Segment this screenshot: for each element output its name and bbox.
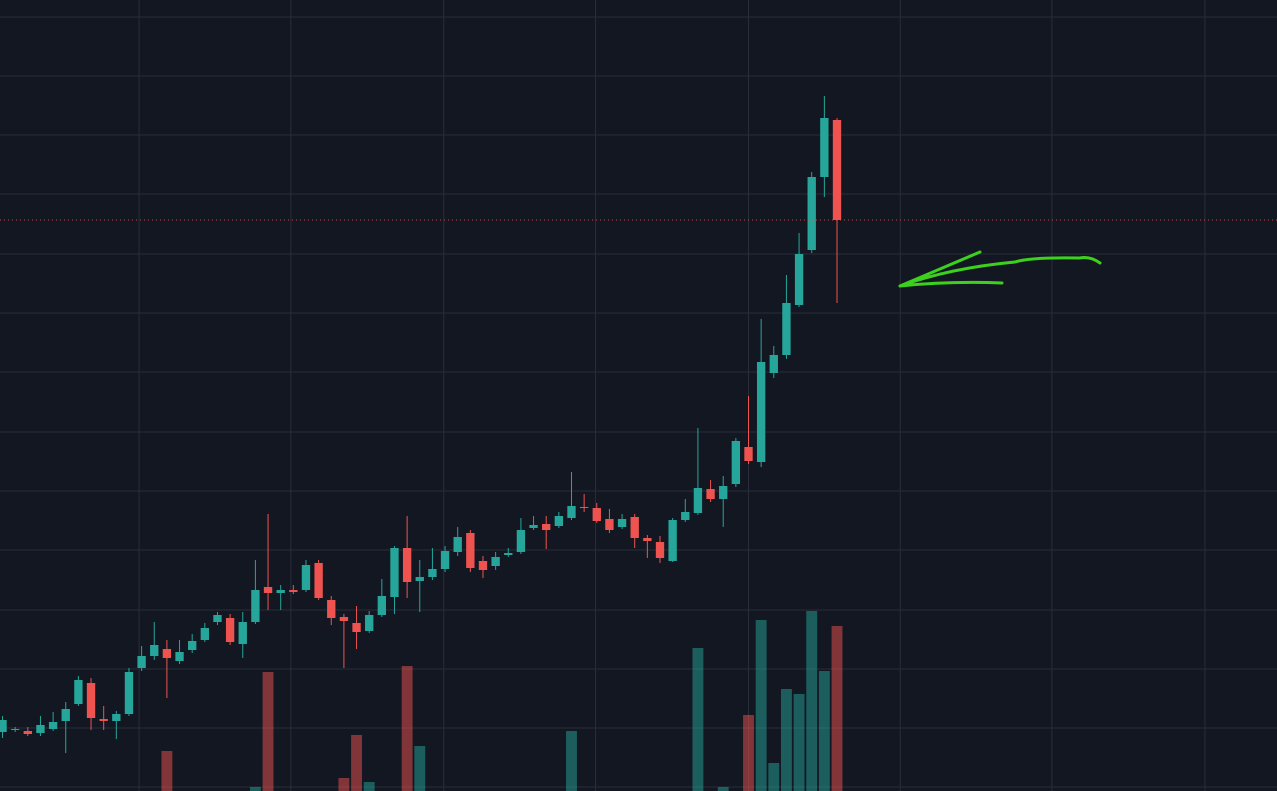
candle-body — [48, 722, 58, 729]
volume-bar — [743, 715, 754, 791]
candle-body — [529, 525, 538, 528]
volume-bar — [831, 626, 843, 791]
candles — [0, 96, 842, 753]
candle-body — [592, 508, 601, 521]
candle-body — [289, 590, 298, 592]
candle-body — [681, 512, 690, 520]
candle-body — [112, 714, 121, 721]
volume-bar — [161, 751, 173, 791]
candle-body — [339, 617, 349, 621]
candle-body — [213, 615, 222, 622]
hand-drawn-arrow — [898, 250, 1102, 288]
volume-bar — [262, 672, 274, 791]
candle-body — [567, 506, 576, 518]
volume-bar — [780, 689, 792, 791]
candle-body — [74, 680, 83, 704]
candle-body — [200, 628, 209, 640]
candle-body — [453, 537, 462, 552]
candle-body — [466, 533, 475, 568]
candle-body — [706, 489, 715, 499]
candle-body — [428, 569, 437, 577]
volume-pane — [161, 611, 843, 791]
candle-body — [36, 725, 45, 733]
candle-body — [605, 519, 614, 530]
candle-body — [377, 596, 387, 615]
volume-bar — [818, 671, 830, 791]
candle-body — [150, 645, 159, 656]
candle-body — [655, 542, 665, 558]
candle-body — [225, 618, 235, 642]
volume-bar — [414, 746, 426, 791]
volume-bar — [351, 735, 362, 791]
candle-body — [162, 649, 172, 658]
candle-body — [188, 641, 197, 650]
candle-body — [137, 656, 146, 668]
candle-body — [794, 254, 804, 305]
candle-body — [23, 731, 32, 734]
candle-body — [719, 486, 728, 499]
candle-body — [415, 577, 424, 581]
candle-body — [693, 488, 703, 513]
candle-body — [579, 507, 589, 508]
candle-body — [86, 683, 96, 718]
candle-body — [10, 729, 20, 730]
candle-body — [440, 551, 450, 569]
candle-body — [491, 557, 500, 566]
candle-body — [554, 516, 564, 526]
candle-body — [744, 447, 753, 461]
candle-body — [756, 362, 766, 462]
candle-body — [668, 520, 677, 561]
candle-body — [99, 719, 108, 721]
volume-bar — [755, 620, 767, 791]
candle-body — [61, 709, 70, 721]
candle-body — [731, 441, 741, 484]
volume-bar — [793, 694, 805, 791]
candle-body — [630, 517, 639, 538]
volume-bar — [692, 648, 704, 791]
candle-body — [820, 118, 829, 177]
candle-body — [276, 590, 285, 593]
candle-body — [390, 548, 399, 597]
candle-body — [782, 303, 791, 355]
volume-bar — [249, 787, 261, 791]
candle-body — [352, 623, 361, 632]
candle-body — [314, 563, 323, 598]
candle-body — [504, 553, 513, 555]
candle-body — [301, 565, 311, 590]
candle-body — [769, 355, 778, 373]
candle-body — [175, 652, 184, 661]
volume-bar — [717, 787, 729, 791]
candle-body — [238, 622, 247, 644]
candle-body — [0, 720, 7, 732]
candle-body — [365, 615, 374, 631]
volume-bar — [363, 782, 375, 791]
volume-bar — [401, 666, 413, 791]
candle-body — [807, 177, 816, 250]
candle-body — [263, 587, 273, 593]
candle-body — [251, 590, 260, 622]
candle-body — [516, 530, 526, 552]
volume-bar — [806, 611, 818, 791]
volume-bar — [768, 763, 780, 791]
candle-body — [327, 600, 336, 618]
candle-body — [617, 519, 627, 527]
candle-body — [478, 561, 488, 570]
volume-bar — [566, 731, 577, 791]
candle-body — [832, 120, 842, 220]
volume-bar — [338, 778, 350, 791]
candle-body — [402, 548, 412, 582]
candle-body — [124, 672, 134, 714]
candle-body — [643, 538, 652, 541]
candle-body — [542, 524, 551, 530]
